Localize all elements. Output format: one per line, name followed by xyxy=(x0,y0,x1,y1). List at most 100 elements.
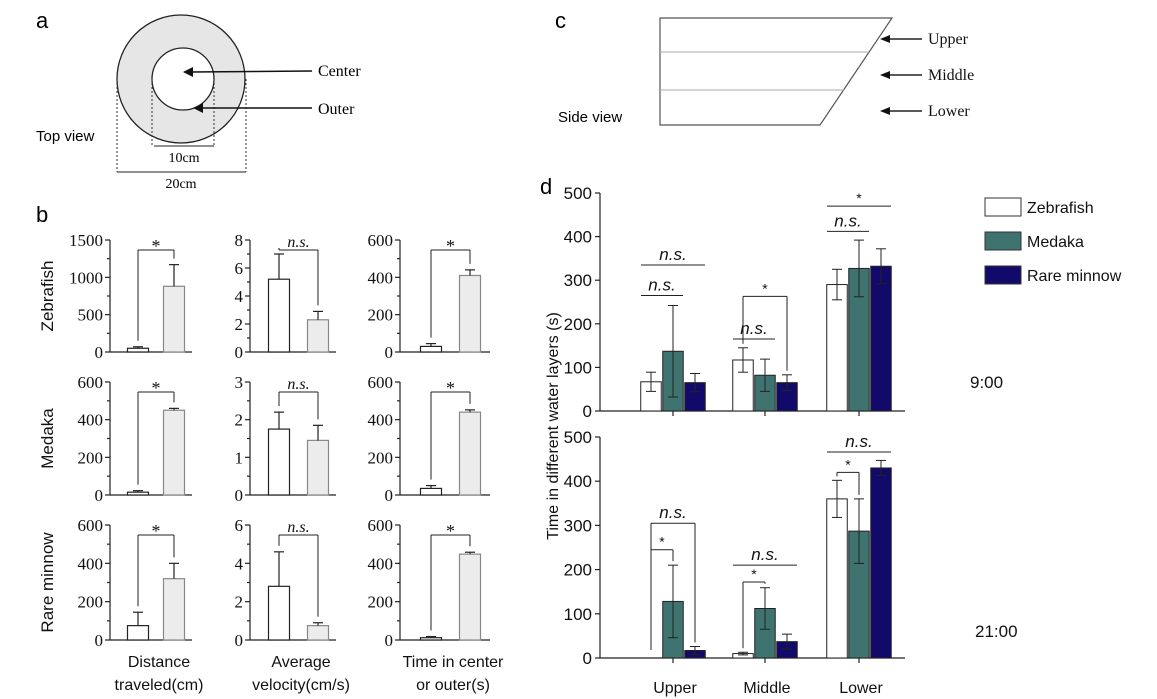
bar-center xyxy=(267,428,291,496)
y-tick-label: 0 xyxy=(385,486,394,505)
significance-label: n.s. xyxy=(659,245,686,264)
y-tick-label: 6 xyxy=(235,516,244,535)
bar-outer xyxy=(306,319,330,353)
water-layer-chart-2100: 0 100 200 300 400 500 21:00 n.s. * n.s. * n.s. * xyxy=(564,428,1018,668)
column-label: velocity(cm/s) xyxy=(252,677,350,694)
bar-outer xyxy=(458,274,482,353)
y-tick-label: 200 xyxy=(368,306,394,325)
y-tick-label: 200 xyxy=(368,448,394,467)
y-tick-label: 0 xyxy=(235,631,244,650)
y-tick-label: 0 xyxy=(95,486,104,505)
y-tick-label: 500 xyxy=(564,428,592,447)
bar-chart-1-1: 0 1 2 3 n.s. xyxy=(235,373,336,505)
bar-chart-2-1: 0 2 4 6 n.s. xyxy=(235,516,336,650)
significance-label: * xyxy=(446,378,455,398)
bar-chart-2-2: 0 200 400 600 * xyxy=(368,516,490,650)
panel-d-bar-charts: Time in different water layers (s) Upper M… xyxy=(545,184,1122,697)
y-tick-label: 0 xyxy=(235,486,244,505)
legend-label: Rare minnow xyxy=(1027,268,1122,285)
outer-diameter-label: 20cm xyxy=(165,177,196,192)
significance-label: * xyxy=(152,378,161,398)
y-tick-label: 500 xyxy=(564,184,592,203)
significance-label: * xyxy=(856,190,862,206)
significance-label: n.s. xyxy=(845,432,872,451)
significance-label: * xyxy=(152,521,161,541)
y-tick-label: 400 xyxy=(564,472,592,491)
significance-label: n.s. xyxy=(287,519,309,536)
y-tick-label: 0 xyxy=(95,631,104,650)
side-view-label: Side view xyxy=(558,109,622,126)
y-tick-label: 200 xyxy=(564,315,592,334)
legend-swatch-rare-minnow xyxy=(984,265,1022,285)
column-label: traveled(cm) xyxy=(115,677,204,694)
panel-label-c: c xyxy=(555,8,566,33)
bar-outer xyxy=(458,553,482,641)
legend-swatch-medaka xyxy=(984,231,1022,251)
significance-label: n.s. xyxy=(287,234,309,251)
panel-label-a: a xyxy=(36,8,49,33)
dimension-guides xyxy=(116,79,247,172)
panel-b-bar-charts: Zebrafish Medaka Rare minnow Distance travel… xyxy=(38,231,504,694)
legend-label: Medaka xyxy=(1027,234,1084,251)
column-label: Average xyxy=(271,654,330,671)
panel-a-top-view-diagram: a 10cm 20cm Center Outer Top view xyxy=(36,8,361,192)
significance-label: * xyxy=(446,236,455,256)
y-tick-label: 600 xyxy=(368,373,394,392)
y-tick-label: 500 xyxy=(78,306,104,325)
y-tick-label: 0 xyxy=(95,343,104,362)
x-category-label: Lower xyxy=(839,680,883,697)
significance-label: * xyxy=(751,566,757,582)
y-tick-label: 0 xyxy=(385,343,394,362)
y-tick-label: 300 xyxy=(564,271,592,290)
y-tick-label: 1000 xyxy=(69,268,103,287)
significance-label: n.s. xyxy=(751,545,778,564)
bar-outer xyxy=(162,409,186,496)
layer-arrow-head xyxy=(880,35,890,43)
top-view-label: Top view xyxy=(36,128,95,145)
y-tick-label: 4 xyxy=(235,287,244,306)
bar-center xyxy=(267,585,291,641)
y-tick-label: 400 xyxy=(368,554,394,573)
x-category-label: Upper xyxy=(653,680,697,697)
y-axis-label: Time in different water layers (s) xyxy=(545,312,562,540)
legend-swatch-zebrafish xyxy=(984,197,1022,217)
y-tick-label: 600 xyxy=(368,516,394,535)
bar-center xyxy=(126,347,150,353)
bar-chart-2-0: 0 200 400 600 * xyxy=(78,516,192,650)
y-tick-label: 400 xyxy=(368,411,394,430)
y-tick-label: 4 xyxy=(235,554,244,573)
y-tick-label: 3 xyxy=(235,373,244,392)
y-tick-label: 400 xyxy=(78,554,104,573)
y-tick-label: 6 xyxy=(235,259,244,278)
bar-rare-minnow xyxy=(870,467,892,659)
y-tick-label: 0 xyxy=(583,649,592,668)
panel-label-b: b xyxy=(36,202,48,227)
significance-label: n.s. xyxy=(659,503,686,522)
significance-label: n.s. xyxy=(740,319,767,338)
significance-label: * xyxy=(446,521,455,541)
center-arrow xyxy=(189,70,313,73)
significance-label: * xyxy=(152,236,161,256)
bar-chart-0-2: 0 200 400 600 * xyxy=(368,231,490,362)
y-tick-label: 1500 xyxy=(69,231,103,250)
y-tick-label: 600 xyxy=(78,516,104,535)
bar-center xyxy=(419,487,443,496)
outer-arrow-head xyxy=(193,103,203,113)
bar-outer xyxy=(306,439,330,496)
y-tick-label: 8 xyxy=(235,231,244,250)
y-tick-label: 0 xyxy=(385,631,394,650)
y-tick-label: 0 xyxy=(235,343,244,362)
bar-chart-0-0: 0 500 1000 1500 * xyxy=(69,231,192,362)
y-tick-label: 1 xyxy=(235,448,244,467)
legend-label: Zebrafish xyxy=(1027,200,1094,217)
panel-c-side-view-diagram: c Side view Upper Middle Lower xyxy=(555,8,974,126)
bar-outer xyxy=(162,285,186,353)
outer-label: Outer xyxy=(318,101,355,118)
column-label: Time in center xyxy=(403,654,504,671)
bar-center xyxy=(126,625,150,641)
bar-center xyxy=(419,345,443,353)
center-label: Center xyxy=(318,63,361,80)
center-arrow-head xyxy=(183,67,193,77)
layer-label-lower: Lower xyxy=(928,103,970,120)
y-tick-label: 100 xyxy=(564,605,592,624)
